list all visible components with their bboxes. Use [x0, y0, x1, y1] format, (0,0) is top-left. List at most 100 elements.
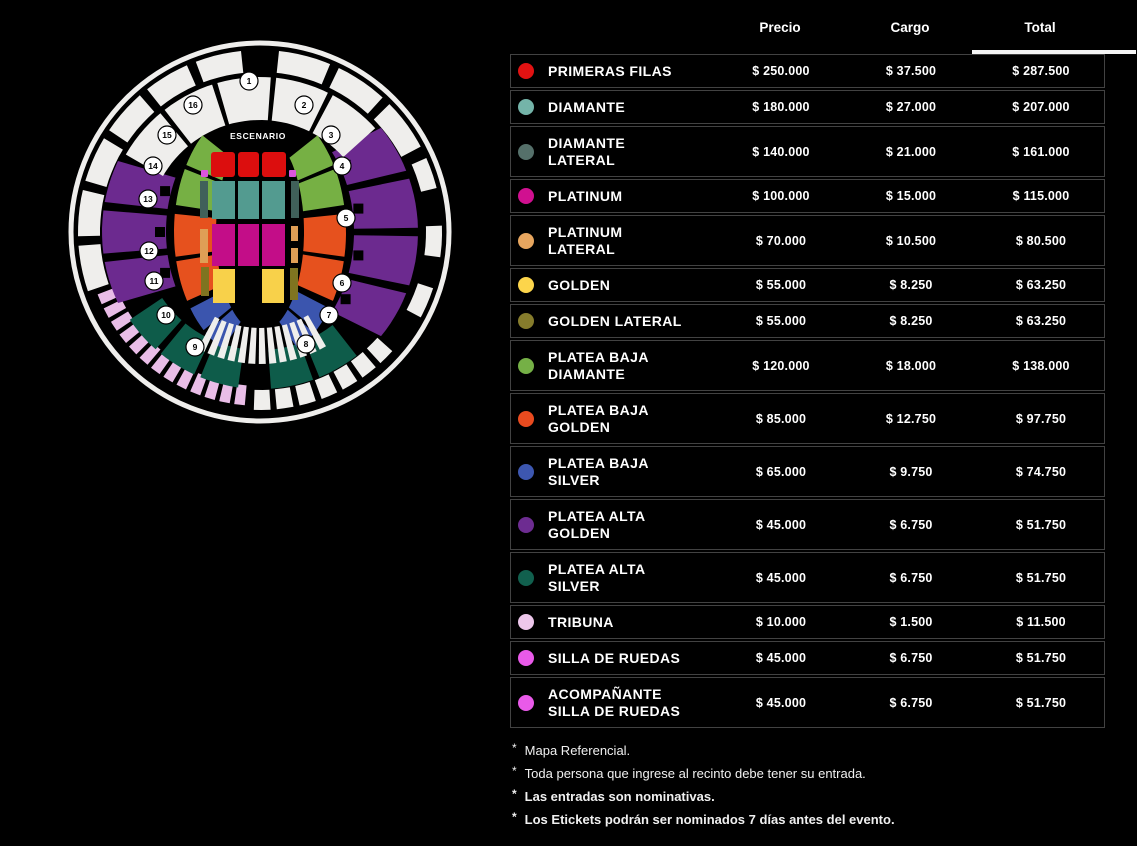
note-text: Mapa Referencial. — [524, 743, 631, 758]
section-purple — [104, 255, 176, 303]
cargo-value: $ 8.250 — [889, 314, 933, 328]
total-value: $ 97.750 — [1015, 411, 1067, 426]
floor-block-fmag — [212, 224, 235, 266]
section-notch — [155, 227, 165, 237]
cargo-value: $ 21.000 — [885, 144, 937, 159]
section-orange — [174, 213, 217, 257]
total-value: $ 51.750 — [1015, 517, 1067, 532]
price-table-row: SILLA DE RUEDAS $ 45.000 $ 6.750 $ 51.75… — [510, 641, 1105, 675]
section-pink — [103, 299, 127, 318]
section-number-badge — [319, 305, 339, 325]
precio-value: $ 70.000 — [755, 233, 807, 248]
section-pink — [190, 373, 207, 396]
section-white — [406, 283, 434, 318]
floor-block-red — [262, 152, 286, 177]
section-notch — [353, 203, 364, 214]
category-color-dot — [518, 232, 534, 249]
category-color-dot — [518, 569, 534, 586]
section-white — [78, 244, 109, 292]
category-label: PLATEA BAJA GOLDEN — [548, 401, 649, 435]
floor-block-red — [211, 152, 235, 177]
section-blue — [288, 290, 330, 331]
section-white — [295, 382, 316, 406]
floor-block-olive — [290, 268, 298, 300]
section-number: 11 — [150, 276, 159, 286]
floor-block-tan — [200, 229, 208, 263]
price-table-row: PLATEA ALTA GOLDEN $ 45.000 $ 6.750 $ 51… — [510, 499, 1105, 550]
section-number: 13 — [143, 194, 153, 204]
cargo-value: $ 6.750 — [889, 517, 933, 532]
category-color-dot — [518, 694, 534, 711]
precio-value: $ 65.000 — [755, 464, 807, 479]
section-number: 3 — [329, 130, 334, 140]
total-value: $ 80.500 — [1015, 233, 1067, 248]
section-white — [195, 51, 244, 83]
price-table-row: PLATINUM $ 100.000 $ 15.000 $ 115.000 — [510, 179, 1105, 213]
section-green — [289, 135, 334, 181]
section-number-badge — [332, 156, 352, 176]
category-color-dot — [518, 650, 534, 666]
section-white — [424, 225, 442, 258]
floor-block-slate — [291, 181, 299, 218]
category-color-dot — [518, 410, 534, 427]
section-number: 12 — [144, 246, 154, 256]
section-purple — [348, 235, 418, 286]
white-sliver-artifact — [972, 50, 1136, 54]
section-white — [366, 337, 393, 364]
total-value: $ 161.000 — [1012, 144, 1070, 159]
column-header-total: Total — [1024, 20, 1056, 35]
section-number: 1 — [247, 76, 252, 86]
section-white — [237, 326, 249, 364]
total-value: $ 207.000 — [1012, 100, 1070, 114]
price-table: PRIMERAS FILAS $ 250.000 $ 37.500 $ 287.… — [510, 54, 1105, 730]
cargo-value: $ 9.750 — [889, 464, 933, 479]
floor-block-tan — [291, 248, 298, 263]
section-white — [78, 190, 105, 237]
section-number-badge — [296, 334, 316, 354]
total-value: $ 115.000 — [1012, 189, 1070, 203]
section-number-badge — [321, 125, 341, 145]
section-pink — [234, 384, 247, 406]
section-number-badge — [183, 95, 203, 115]
category-color-dot — [518, 63, 534, 79]
section-number-badge — [139, 241, 159, 261]
total-value: $ 63.250 — [1015, 278, 1067, 292]
section-number: 4 — [340, 161, 345, 171]
category-label: PLATEA BAJA DIAMANTE — [548, 348, 649, 382]
total-value: $ 63.250 — [1015, 314, 1067, 328]
header-spacer — [510, 20, 715, 35]
cargo-value: $ 15.000 — [885, 189, 937, 203]
note-text: Los Etickets podrán ser nominados 7 días… — [524, 812, 895, 827]
cargo-value: $ 6.750 — [889, 651, 933, 665]
section-pink — [219, 381, 234, 404]
section-purple — [332, 279, 407, 337]
floor-block-yellow — [262, 269, 284, 303]
price-table-row: PLATEA BAJA GOLDEN $ 85.000 $ 12.750 $ 9… — [510, 393, 1105, 444]
section-white — [248, 327, 257, 364]
section-number: 9 — [193, 342, 198, 352]
total-value: $ 74.750 — [1015, 464, 1067, 479]
precio-value: $ 250.000 — [752, 64, 810, 78]
price-table-row: DIAMANTE LATERAL $ 140.000 $ 21.000 $ 16… — [510, 126, 1105, 177]
cargo-value: $ 12.750 — [885, 411, 937, 426]
precio-value: $ 100.000 — [752, 189, 810, 203]
section-number: 10 — [161, 310, 171, 320]
section-notch — [340, 294, 351, 305]
section-white — [207, 320, 227, 356]
total-value: $ 138.000 — [1012, 358, 1070, 373]
cargo-value: $ 27.000 — [885, 100, 937, 114]
category-label: PLATEA ALTA SILVER — [548, 560, 646, 594]
footer-note: * Los Etickets podrán ser nominados 7 dí… — [512, 811, 895, 827]
category-label: DIAMANTE LATERAL — [548, 134, 626, 168]
column-header-precio: Precio — [759, 20, 801, 35]
section-number-badge — [143, 156, 163, 176]
section-number: 16 — [188, 100, 198, 110]
section-white — [411, 158, 437, 192]
precio-value: $ 85.000 — [755, 411, 807, 426]
floor-block-yellow — [213, 269, 235, 303]
precio-value: $ 55.000 — [755, 314, 807, 328]
section-white — [217, 322, 234, 359]
category-color-dot — [518, 463, 534, 480]
precio-value: $ 45.000 — [755, 570, 807, 585]
